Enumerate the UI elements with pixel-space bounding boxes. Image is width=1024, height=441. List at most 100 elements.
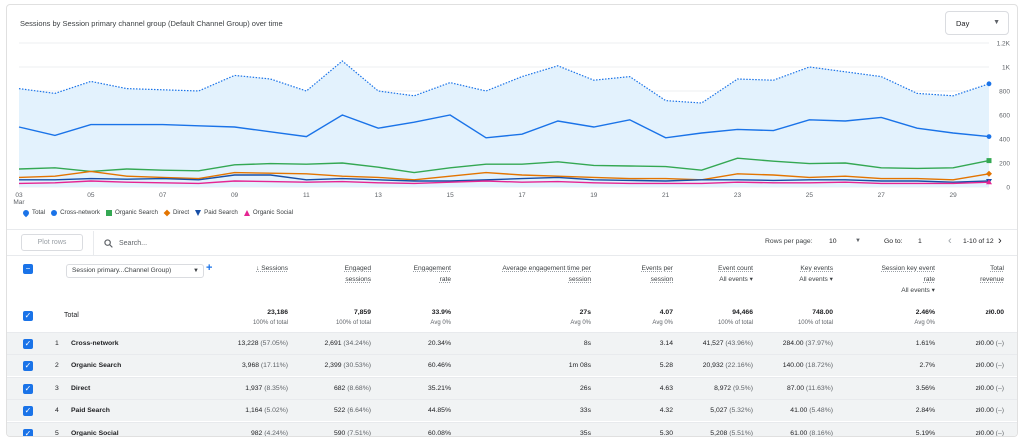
row-cell: 8s xyxy=(461,340,591,347)
row-cell: 35s xyxy=(461,430,591,436)
search-placeholder: Search... xyxy=(119,239,148,247)
search-box[interactable]: Search... xyxy=(93,231,333,255)
row-cell: 2.7% xyxy=(845,362,936,369)
row-cell: 140.00 (18.72%) xyxy=(763,362,833,369)
row-cell: 35.21% xyxy=(381,385,451,392)
granularity-value: Day xyxy=(956,18,970,28)
legend-triangle-icon xyxy=(195,209,202,216)
cell-value: 41.00 xyxy=(790,407,808,415)
series-end-marker xyxy=(986,158,992,164)
row-cell: 5,027 (5.32%) xyxy=(683,407,753,414)
total-value: 27s xyxy=(579,309,591,316)
total-checkbox[interactable]: ✓ xyxy=(23,311,33,321)
table-row[interactable]: ✓ 1 Cross-network 13,228 (57.05%) 2,691 (34.… xyxy=(7,332,1017,354)
row-checkbox[interactable]: ✓ xyxy=(23,361,33,372)
total-label: Total xyxy=(64,312,79,319)
table-header: − Session primary...Channel Group) ▼ + ↓… xyxy=(7,255,1017,301)
column-header[interactable]: Total revenue xyxy=(944,263,1004,285)
cell-value: 8s xyxy=(583,340,591,347)
column-header[interactable]: Session key event rate All events ▾ xyxy=(845,263,935,296)
column-header-sublabel: All events ▾ xyxy=(719,276,753,283)
add-dimension-button[interactable]: + xyxy=(206,262,213,274)
cell-value: 4.32 xyxy=(659,407,673,415)
dimension-select[interactable]: Session primary...Channel Group) ▼ xyxy=(66,264,204,278)
row-cell: 13,228 (57.05%) xyxy=(218,340,288,347)
legend-item[interactable]: Paid Search xyxy=(195,209,238,216)
x-tick-label: 11 xyxy=(303,192,310,199)
legend-circle-icon xyxy=(51,209,58,216)
legend-item[interactable]: Organic Social xyxy=(243,209,293,216)
chevron-right-icon[interactable]: › xyxy=(998,235,1002,247)
dimension-label: Session primary...Channel Group) xyxy=(72,267,172,274)
legend-label: Organic Search xyxy=(114,209,158,216)
y-tick-label: 600 xyxy=(999,113,1010,120)
total-subtext: Avg 0% xyxy=(570,320,591,326)
row-cell: 5.30 xyxy=(613,430,673,436)
granularity-select[interactable]: Day ▼ xyxy=(945,11,1009,35)
x-tick-label: 17 xyxy=(518,192,526,199)
column-header[interactable]: Event count All events ▾ xyxy=(683,263,753,285)
cell-value: 3,968 xyxy=(242,362,260,370)
row-cell: 41,527 (43.96%) xyxy=(683,340,753,347)
row-index: 4 xyxy=(55,407,59,415)
total-value: 748.00 xyxy=(812,309,833,316)
row-cell: 33s xyxy=(461,407,591,414)
table-row[interactable]: ✓ 4 Paid Search 1,164 (5.02%) 522 (6.64%) 44.… xyxy=(7,399,1017,422)
column-header[interactable]: Engagement rate xyxy=(381,263,451,285)
row-cell: 20.34% xyxy=(381,340,451,347)
cell-value: 5,027 xyxy=(710,407,728,415)
rows-per-page-select[interactable]: 10 xyxy=(829,238,837,245)
cell-value: 1,937 xyxy=(245,384,263,392)
series-end-marker xyxy=(986,179,992,185)
legend-item[interactable]: Organic Search xyxy=(105,209,158,216)
column-header-filter[interactable]: All events ▾ xyxy=(901,287,935,294)
row-cell: 1m 08s xyxy=(461,362,591,369)
x-tick-label: 19 xyxy=(590,192,598,199)
cell-value: 20,932 xyxy=(702,362,724,370)
column-header-label: Engagement xyxy=(413,265,451,272)
total-value: 4.07 xyxy=(659,309,673,316)
cell-percent: (–) xyxy=(993,340,1004,347)
row-checkbox[interactable]: ✓ xyxy=(23,383,33,394)
y-tick-label: 400 xyxy=(999,137,1010,144)
legend-triangle-up-icon xyxy=(243,209,250,216)
cell-percent: (8.35%) xyxy=(262,384,288,392)
column-header[interactable]: Average engagement time per session xyxy=(461,263,591,285)
row-checkbox[interactable]: ✓ xyxy=(23,406,33,417)
cell-value: zł0.00 xyxy=(975,384,994,392)
cell-percent: (17.11%) xyxy=(259,362,288,370)
series-line-direct xyxy=(18,170,990,181)
plot-rows-button[interactable]: Plot rows xyxy=(21,234,83,251)
legend-item[interactable]: Direct xyxy=(163,209,189,216)
select-all-checkbox[interactable]: − xyxy=(23,264,33,274)
cell-percent: (43.96%) xyxy=(723,340,753,347)
cell-percent: (30.53%) xyxy=(341,362,371,370)
column-header[interactable]: Engaged sessions xyxy=(301,263,371,285)
column-header[interactable]: ↓ Sessions xyxy=(218,263,288,274)
column-header[interactable]: Key events All events ▾ xyxy=(763,263,833,285)
row-checkbox[interactable]: ✓ xyxy=(23,428,33,437)
column-header-label: Session key event xyxy=(881,265,935,272)
cell-value: 8,972 xyxy=(714,384,732,392)
table-row[interactable]: ✓ 2 Organic Search 3,968 (17.11%) 2,399 (30.… xyxy=(7,354,1017,377)
column-header[interactable]: Events per session xyxy=(613,263,673,285)
row-cell: 5.28 xyxy=(613,362,673,369)
chevron-down-icon: ▼ xyxy=(993,19,1000,26)
report-card: Sessions by Session primary channel grou… xyxy=(6,4,1018,437)
cell-value: 35.21% xyxy=(427,384,451,392)
cell-value: zł0.00 xyxy=(975,362,994,370)
row-checkbox[interactable]: ✓ xyxy=(23,339,33,349)
table-row[interactable]: ✓ 5 Organic Social 982 (4.24%) 590 (7.51%) 60… xyxy=(7,421,1017,437)
table-row[interactable]: ✓ 3 Direct 1,937 (8.35%) 682 (8.68%) 35.21% 26… xyxy=(7,376,1017,399)
row-cell: zł0.00 (–) xyxy=(944,340,1004,347)
cell-value: 41,527 xyxy=(702,340,724,347)
chevron-down-icon[interactable]: ▼ xyxy=(855,238,861,244)
legend-item[interactable]: Total xyxy=(21,208,45,217)
column-header-label: Key events xyxy=(800,265,833,272)
row-cell: 20,932 (22.16%) xyxy=(683,362,753,369)
cell-value: zł0.00 xyxy=(975,429,994,437)
chevron-left-icon[interactable]: ‹ xyxy=(948,235,952,247)
legend-item[interactable]: Cross-network xyxy=(51,209,100,216)
series-end-marker xyxy=(986,170,992,177)
goto-input[interactable]: 1 xyxy=(918,238,922,245)
